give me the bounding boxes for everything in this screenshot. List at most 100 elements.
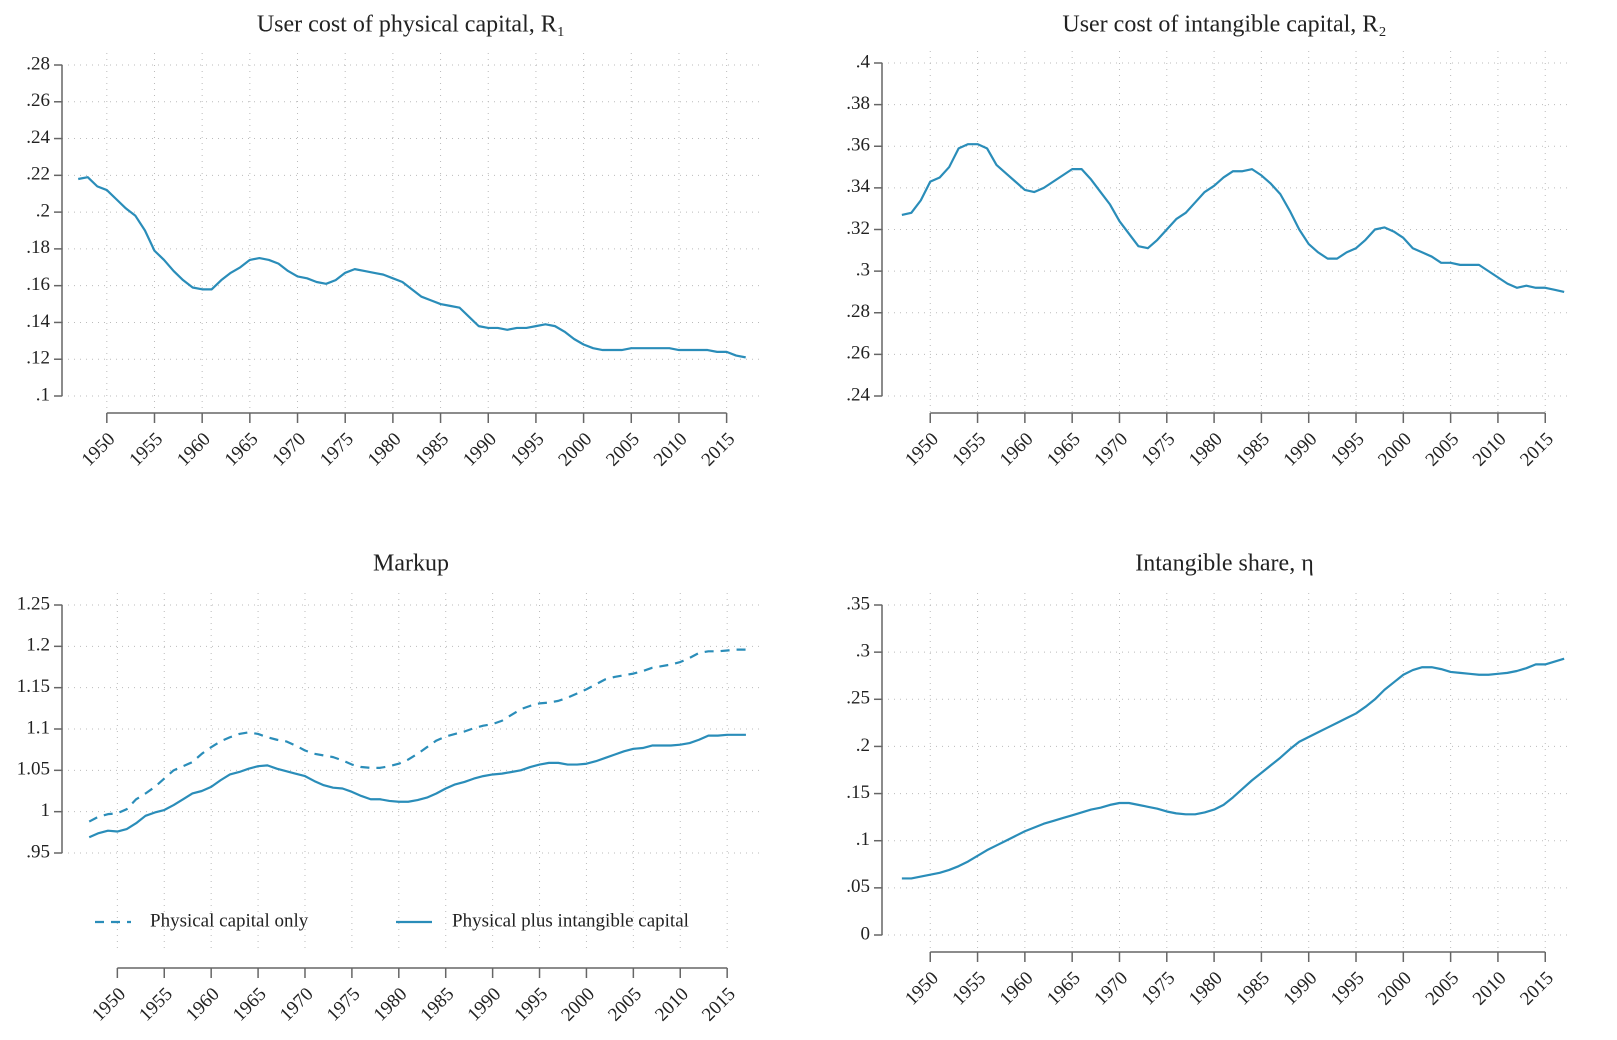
series-line xyxy=(78,176,746,359)
y-tick-label: .28 xyxy=(26,53,50,74)
x-tick-label: 1960 xyxy=(182,984,224,1026)
x-tick-label: 1990 xyxy=(459,429,501,471)
y-tick-label: 1.2 xyxy=(26,635,50,656)
x-tick-label: 1960 xyxy=(996,968,1038,1010)
y-tick-label: .16 xyxy=(26,274,50,295)
x-tick-label: 1950 xyxy=(88,984,130,1026)
x-tick-label: 1975 xyxy=(1138,429,1180,471)
y-tick-label: .95 xyxy=(26,841,50,862)
x-tick-label: 1985 xyxy=(417,984,459,1026)
y-tick-label: 1.25 xyxy=(17,593,50,614)
y-tick-label: .26 xyxy=(846,343,870,364)
x-tick-label: 2015 xyxy=(698,429,740,471)
x-tick-label: 1970 xyxy=(276,984,318,1026)
x-tick-label: 2010 xyxy=(1469,429,1511,471)
x-tick-label: 2000 xyxy=(554,429,596,471)
x-tick-label: 2005 xyxy=(602,429,644,471)
y-tick-label: 1.15 xyxy=(17,676,50,697)
x-tick-label: 1960 xyxy=(996,429,1038,471)
y-tick-label: .32 xyxy=(846,218,870,239)
y-tick-label: 0 xyxy=(861,923,871,944)
x-tick-label: 1980 xyxy=(364,429,406,471)
x-tick-label: 1995 xyxy=(1327,429,1369,471)
x-tick-label: 1950 xyxy=(901,429,943,471)
y-tick-label: .15 xyxy=(846,782,870,803)
y-tick-label: .18 xyxy=(26,237,50,258)
x-tick-label: 2005 xyxy=(1422,968,1464,1010)
x-tick-label: 2010 xyxy=(650,429,692,471)
y-tick-label: .3 xyxy=(856,641,870,662)
x-tick-label: 1975 xyxy=(1138,968,1180,1010)
y-tick-label: .4 xyxy=(856,51,871,72)
x-tick-label: 1975 xyxy=(316,429,358,471)
x-tick-label: 2005 xyxy=(604,984,646,1026)
x-tick-label: 1960 xyxy=(173,429,215,471)
y-tick-label: .26 xyxy=(26,90,50,111)
x-tick-label: 1990 xyxy=(1280,968,1322,1010)
chart-title: User cost of physical capital, R₁ xyxy=(257,12,565,38)
y-tick-label: .34 xyxy=(846,176,870,197)
x-tick-label: 1980 xyxy=(370,984,412,1026)
chart-title: Intangible share, η xyxy=(1135,551,1314,577)
y-tick-label: .24 xyxy=(846,384,870,405)
x-tick-label: 1985 xyxy=(1232,429,1274,471)
y-tick-label: .3 xyxy=(856,259,870,280)
x-tick-label: 1985 xyxy=(1232,968,1274,1010)
y-tick-label: 1 xyxy=(41,800,51,821)
x-tick-label: 2010 xyxy=(1469,968,1511,1010)
x-tick-label: 1975 xyxy=(323,984,365,1026)
y-tick-label: .35 xyxy=(846,593,870,614)
chart-title: User cost of intangible capital, R₂ xyxy=(1062,12,1386,38)
y-tick-label: 1.05 xyxy=(17,759,50,780)
x-tick-label: 1990 xyxy=(1280,429,1322,471)
y-tick-label: .1 xyxy=(36,384,50,405)
x-tick-label: 1965 xyxy=(229,984,271,1026)
x-tick-label: 1970 xyxy=(1090,968,1132,1010)
y-tick-label: 1.1 xyxy=(26,717,50,738)
x-tick-label: 1995 xyxy=(507,429,549,471)
x-tick-label: 1995 xyxy=(510,984,552,1026)
y-tick-label: .36 xyxy=(846,135,870,156)
x-tick-label: 1980 xyxy=(1185,429,1227,471)
series-line xyxy=(901,657,1565,880)
x-tick-label: 1955 xyxy=(135,984,177,1026)
x-tick-label: 1970 xyxy=(268,429,310,471)
x-tick-label: 1965 xyxy=(1043,968,1085,1010)
y-tick-label: .2 xyxy=(36,200,50,221)
y-tick-label: .38 xyxy=(846,93,870,114)
x-tick-label: 2000 xyxy=(557,984,599,1026)
x-tick-label: 1955 xyxy=(125,429,167,471)
y-tick-label: .22 xyxy=(26,164,50,185)
x-tick-label: 1970 xyxy=(1090,429,1132,471)
x-tick-label: 2015 xyxy=(1516,968,1558,1010)
x-tick-label: 1980 xyxy=(1185,968,1227,1010)
x-tick-label: 1985 xyxy=(411,429,453,471)
x-tick-label: 2000 xyxy=(1374,429,1416,471)
x-tick-label: 1950 xyxy=(901,968,943,1010)
series-line xyxy=(88,733,746,839)
x-tick-label: 1990 xyxy=(464,984,506,1026)
y-tick-label: .14 xyxy=(26,311,50,332)
y-tick-label: .12 xyxy=(26,348,50,369)
legend-label: Physical plus intangible capital xyxy=(452,910,689,931)
y-tick-label: .1 xyxy=(856,829,870,850)
x-tick-label: 2000 xyxy=(1374,968,1416,1010)
series-line xyxy=(901,143,1565,294)
x-tick-label: 1950 xyxy=(78,429,120,471)
y-tick-label: .24 xyxy=(26,127,50,148)
y-tick-label: .28 xyxy=(846,301,870,322)
chart-title: Markup xyxy=(373,551,449,577)
x-tick-label: 1965 xyxy=(221,429,263,471)
y-tick-label: .25 xyxy=(846,688,870,709)
y-tick-label: .2 xyxy=(856,735,870,756)
x-tick-label: 1955 xyxy=(948,429,990,471)
legend-label: Physical capital only xyxy=(150,910,309,931)
x-tick-label: 1955 xyxy=(948,968,990,1010)
x-tick-label: 1965 xyxy=(1043,429,1085,471)
x-tick-label: 2015 xyxy=(1516,429,1558,471)
x-tick-label: 2015 xyxy=(698,984,740,1026)
x-tick-label: 2010 xyxy=(651,984,693,1026)
y-tick-label: .05 xyxy=(846,876,870,897)
x-tick-label: 1995 xyxy=(1327,968,1369,1010)
